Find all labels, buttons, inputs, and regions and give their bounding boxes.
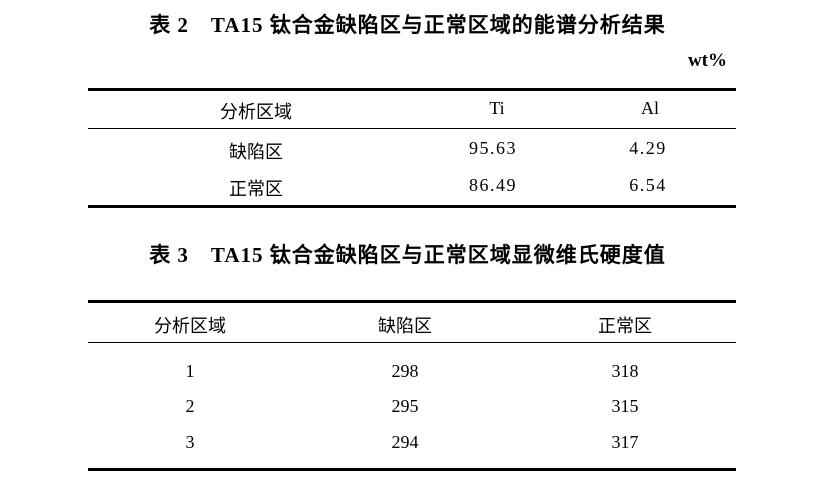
normal-value: 318: [611, 361, 639, 381]
normal-value: 315: [611, 396, 639, 416]
bottom-rule: [88, 205, 736, 208]
table-2-title: 表 2 TA15 钛合金缺陷区与正常区域的能谱分析结果: [149, 13, 666, 37]
al-value: 4.29: [629, 138, 667, 158]
top-rule: [88, 88, 736, 91]
row-label: 3: [185, 432, 195, 452]
defect-value: 298: [391, 361, 419, 381]
normal-value: 317: [611, 432, 639, 452]
row-label: 1: [185, 361, 195, 381]
header-cell: Al: [641, 98, 659, 118]
row-label: 缺陷区: [229, 142, 283, 162]
header-cell: 缺陷区: [378, 316, 432, 336]
header-cell: 分析区域: [220, 102, 292, 122]
header-cell: Ti: [489, 98, 505, 118]
defect-value: 294: [391, 432, 419, 452]
header-cell: 分析区域: [154, 316, 226, 336]
header-cell: 正常区: [598, 316, 652, 336]
table-3-title: 表 3 TA15 钛合金缺陷区与正常区域显微维氏硬度值: [149, 243, 666, 267]
row-label: 2: [185, 396, 195, 416]
defect-value: 295: [391, 396, 419, 416]
bottom-rule: [88, 468, 736, 471]
header-rule: [88, 128, 736, 129]
header-rule: [88, 342, 736, 343]
al-value: 6.54: [629, 175, 667, 195]
top-rule: [88, 300, 736, 303]
table-2-unit: wt%: [687, 50, 727, 71]
ti-value: 95.63: [469, 138, 517, 158]
row-label: 正常区: [229, 179, 283, 199]
ti-value: 86.49: [469, 175, 517, 195]
